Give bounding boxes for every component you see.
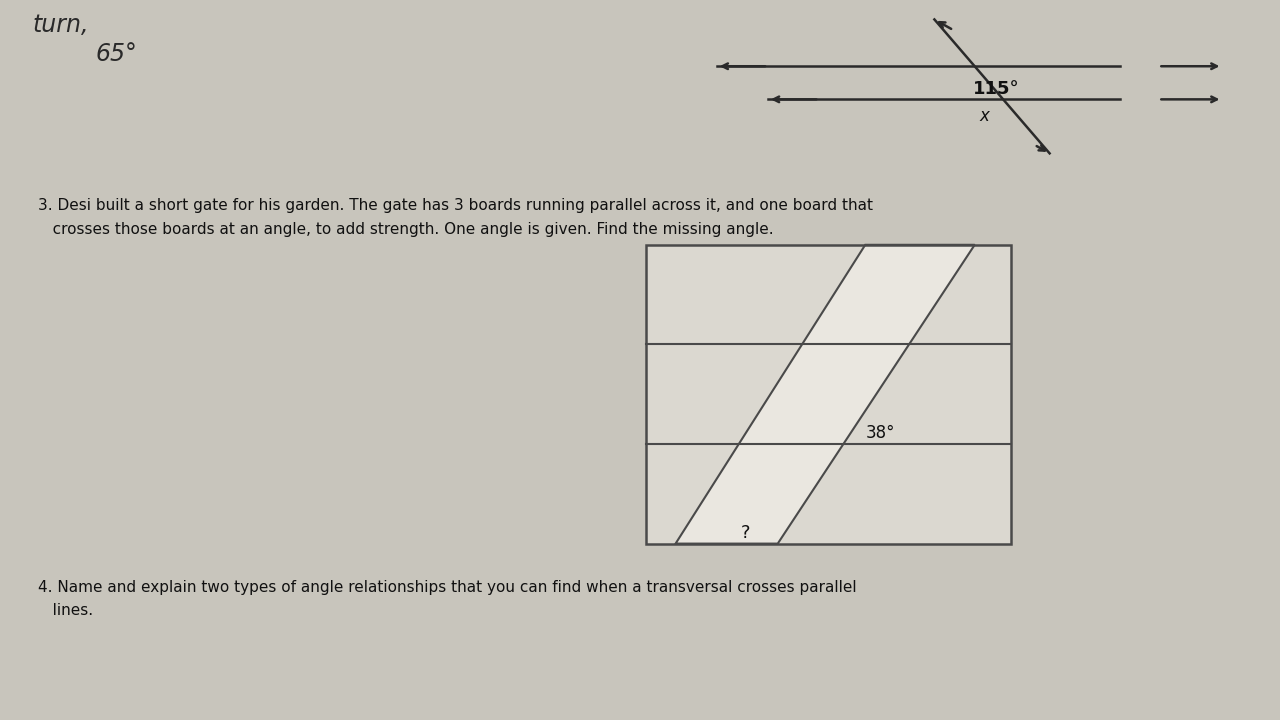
Text: lines.: lines. <box>38 603 93 618</box>
Text: 115°: 115° <box>973 80 1019 98</box>
Text: crosses those boards at an angle, to add strength. One angle is given. Find the : crosses those boards at an angle, to add… <box>38 222 774 237</box>
Text: 38°: 38° <box>865 423 895 441</box>
Text: x: x <box>979 107 989 125</box>
Text: ?: ? <box>741 524 751 542</box>
Polygon shape <box>676 245 975 544</box>
Bar <box>646 245 1011 544</box>
Text: 3. Desi built a short gate for his garden. The gate has 3 boards running paralle: 3. Desi built a short gate for his garde… <box>38 198 873 213</box>
Text: 4. Name and explain two types of angle relationships that you can find when a tr: 4. Name and explain two types of angle r… <box>38 580 858 595</box>
Text: 65°: 65° <box>96 42 138 66</box>
Text: turn,: turn, <box>32 14 88 37</box>
Bar <box>646 245 1011 544</box>
